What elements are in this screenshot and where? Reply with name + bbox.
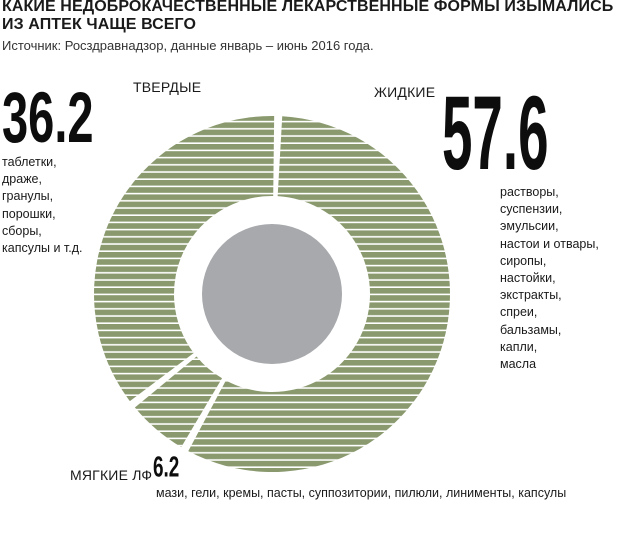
list-item: таблетки,: [2, 155, 57, 169]
list-item: капсулы и т.д.: [2, 241, 83, 256]
list-item: драже,: [2, 172, 42, 187]
soft-items-text: мази, гели, кремы, пасты, суппозитории, …: [156, 486, 567, 500]
list-item: растворы,: [500, 185, 559, 199]
list-item: бальзамы,: [500, 322, 562, 337]
list-item: порошки,: [2, 206, 56, 221]
list-item: сиропы,: [500, 253, 547, 268]
list-item: эмульсии,: [500, 219, 559, 234]
list-item: капли,: [500, 339, 538, 354]
list-item: гранулы,: [2, 189, 54, 204]
donut-segment-soft: [134, 356, 223, 448]
liquid-category-label: ЖИДКИЕ: [374, 84, 436, 100]
list-item: спреи,: [500, 305, 538, 320]
list-item: настои и отвары,: [500, 236, 599, 251]
list-item: настойки,: [500, 271, 556, 286]
soft-value-label: 6.2: [153, 450, 180, 483]
chart-source: Источник: Росздравнадзор, данные январь …: [2, 38, 374, 53]
donut-segment-solid: [94, 115, 275, 402]
list-item: масла: [500, 357, 537, 372]
soft-category-label: МЯГКИЕ ЛФ: [70, 467, 153, 483]
solid-value-label: 36.2: [2, 76, 94, 158]
chart-title: КАКИЕ НЕДОБРОКАЧЕСТВЕННЫЕ ЛЕКАРСТВЕННЫЕ …: [2, 0, 614, 33]
list-item: сборы,: [2, 223, 42, 238]
solid-category-label: ТВЕРДЫЕ: [133, 79, 202, 95]
list-item: суспензии,: [500, 202, 563, 217]
solid-items-list: таблетки, драже, гранулы, порошки, сборы…: [2, 154, 82, 257]
donut-center-disc: [202, 224, 342, 364]
list-item: экстракты,: [500, 288, 562, 303]
donut-segment-liquid: [188, 116, 450, 472]
liquid-items-list: растворы, суспензии, эмульсии, настои и …: [500, 184, 599, 373]
liquid-value-label: 57.6: [442, 75, 549, 193]
